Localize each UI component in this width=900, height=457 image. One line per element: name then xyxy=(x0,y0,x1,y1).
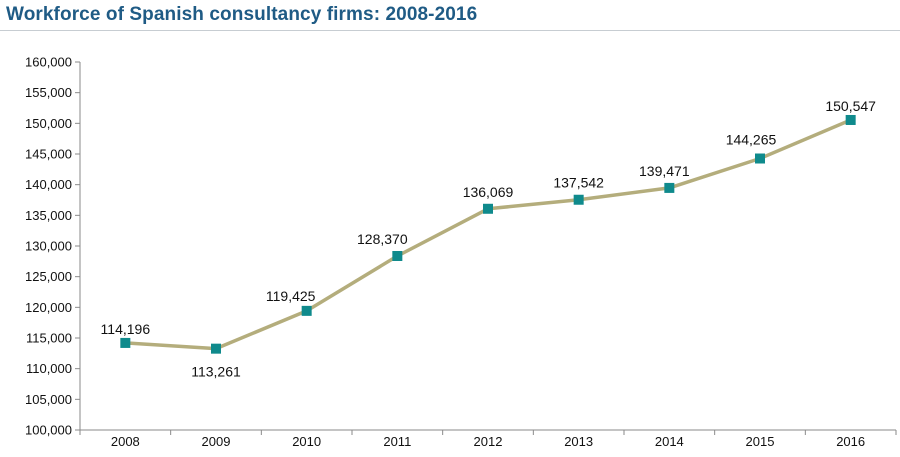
data-point-marker xyxy=(392,250,403,261)
data-label: 139,471 xyxy=(639,163,690,179)
x-tick-label: 2016 xyxy=(836,434,865,449)
x-tick-label: 2010 xyxy=(292,434,321,449)
data-point-marker xyxy=(301,305,312,316)
chart-title: Workforce of Spanish consultancy firms: … xyxy=(6,4,478,25)
y-axis-ticks: 100,000 105,000 110,000 115,000 120,000 125,0… xyxy=(25,55,80,438)
y-tick-label: 100,000 xyxy=(25,423,72,438)
data-point-marker xyxy=(483,203,493,214)
series-line xyxy=(125,118,852,351)
y-tick-label: 135,000 xyxy=(25,208,72,223)
data-label: 144,265 xyxy=(726,132,777,148)
data-label: 136,069 xyxy=(463,184,514,200)
data-label: 113,261 xyxy=(191,364,241,380)
x-tick-label: 2014 xyxy=(655,434,684,449)
data-label: 137,542 xyxy=(553,175,604,191)
data-label: 128,370 xyxy=(357,231,408,247)
y-tick-label: 125,000 xyxy=(25,269,72,284)
data-label: 114,196 xyxy=(101,321,151,337)
y-tick-label: 110,000 xyxy=(26,361,72,376)
data-label: 119,425 xyxy=(266,288,316,304)
data-label: 150,547 xyxy=(825,98,876,114)
y-tick-label: 150,000 xyxy=(25,116,72,131)
title-divider xyxy=(0,30,900,31)
x-tick-label: 2011 xyxy=(383,434,411,449)
y-tick-label: 155,000 xyxy=(25,85,72,100)
data-point-marker xyxy=(755,153,765,164)
x-tick-label: 2008 xyxy=(111,434,140,449)
x-tick-label: 2009 xyxy=(202,434,231,449)
x-tick-label: 2012 xyxy=(474,434,503,449)
y-tick-label: 140,000 xyxy=(25,177,72,192)
data-point-marker xyxy=(845,114,856,125)
data-point-marker xyxy=(120,337,131,348)
data-point-marker xyxy=(211,343,221,354)
y-tick-label: 105,000 xyxy=(25,392,72,407)
x-axis-ticks: 2008 2009 2010 2011 2012 2013 2014 2015 2016 xyxy=(79,430,897,449)
y-tick-label: 160,000 xyxy=(25,55,72,70)
y-tick-label: 120,000 xyxy=(25,300,72,315)
data-point-marker xyxy=(573,194,584,205)
x-tick-label: 2013 xyxy=(564,434,593,449)
y-tick-label: 115,000 xyxy=(26,331,72,346)
x-tick-label: 2015 xyxy=(746,434,775,449)
data-point-marker xyxy=(664,182,675,193)
y-tick-label: 145,000 xyxy=(25,147,72,162)
data-labels: 114,196 113,261 119,425 128,370 136,069 137,5… xyxy=(101,98,877,380)
y-tick-label: 130,000 xyxy=(25,239,72,254)
series-workforce xyxy=(120,114,856,354)
